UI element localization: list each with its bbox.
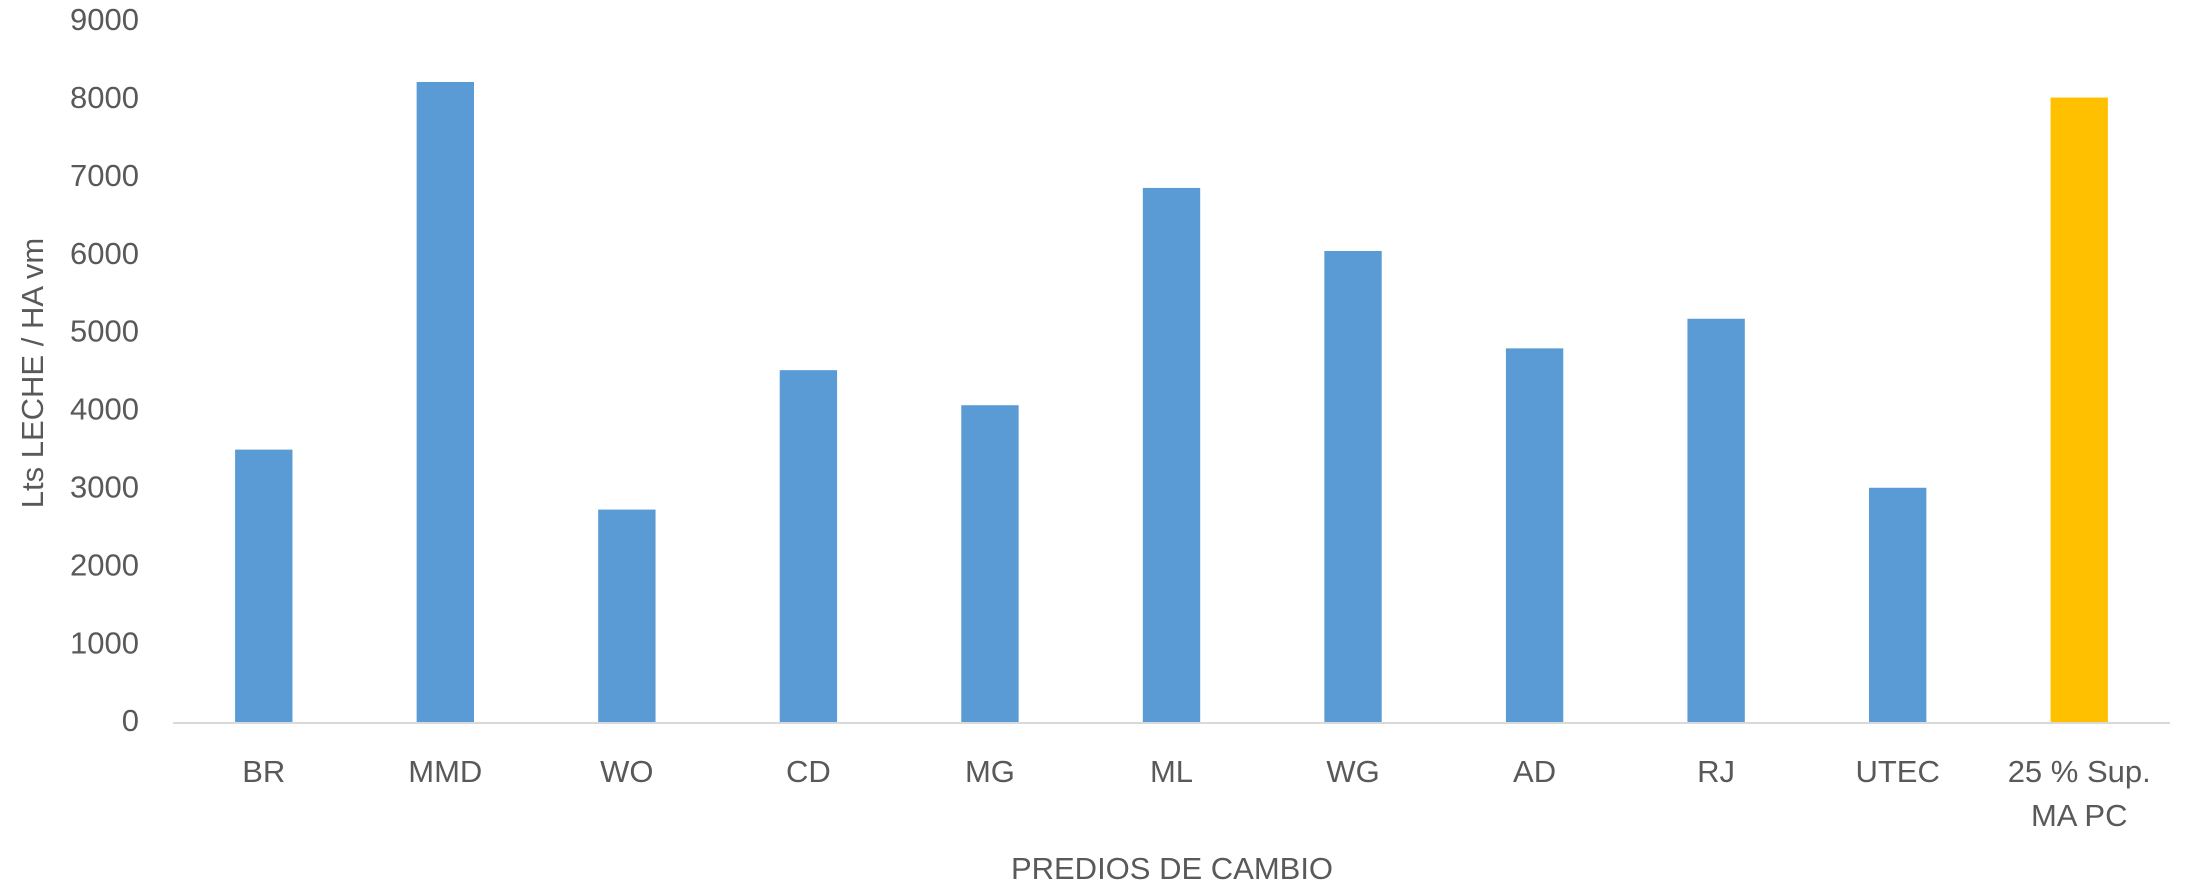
y-tick-label: 1000: [70, 625, 139, 660]
y-tick-label: 8000: [70, 80, 139, 115]
x-tick-label: MMD: [408, 754, 483, 789]
bar: [1868, 487, 1927, 723]
x-tick-label: UTEC: [1855, 754, 1940, 789]
bar: [2050, 97, 2108, 723]
y-axis-title: Lts LECHE / HA vm: [15, 238, 50, 508]
bar: [416, 81, 475, 724]
bar: [1142, 187, 1201, 724]
bar: [961, 405, 1019, 723]
x-tick-label: 25 % Sup. MA PC: [2007, 754, 2151, 833]
bar: [598, 509, 656, 723]
bar: [1687, 318, 1745, 723]
bar: [779, 370, 838, 723]
y-tick-label: 4000: [70, 392, 139, 427]
y-tick-label: 7000: [70, 158, 139, 193]
bar: [1324, 250, 1382, 723]
x-tick-label: RJ: [1697, 754, 1736, 789]
y-tick-label: 5000: [70, 314, 139, 349]
y-tick-label: 9000: [70, 2, 139, 37]
y-tick-label: 2000: [70, 547, 139, 582]
x-tick-label: AD: [1513, 754, 1557, 789]
x-tick-label: BR: [242, 754, 286, 789]
x-axis-title: PREDIOS DE CAMBIO: [1011, 851, 1333, 886]
y-tick-label: 3000: [70, 470, 139, 505]
bar: [235, 449, 293, 723]
y-tick-label: 6000: [70, 236, 139, 271]
x-tick-label: ML: [1149, 754, 1194, 789]
x-tick-label: WG: [1326, 754, 1380, 789]
y-tick-label: 0: [122, 703, 139, 738]
x-tick-label: CD: [786, 754, 831, 789]
x-tick-label: WO: [600, 754, 654, 789]
x-tick-label: MG: [964, 754, 1015, 789]
bar: [1505, 348, 1564, 723]
